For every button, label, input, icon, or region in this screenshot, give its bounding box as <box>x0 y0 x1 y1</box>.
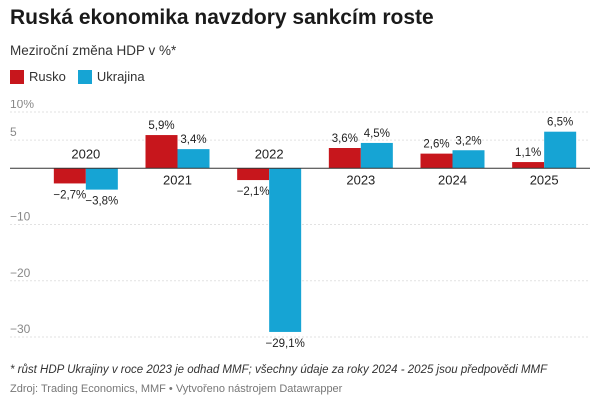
category-label: 2021 <box>163 172 192 187</box>
source-line: Zdroj: Trading Economics, MMF • Vytvořen… <box>10 383 343 395</box>
legend-label-ukrajina: Ukrajina <box>96 69 145 84</box>
bar-ukrajina-2020 <box>85 168 118 190</box>
y-tick-label: −30 <box>10 322 31 336</box>
category-label: 2025 <box>530 172 559 187</box>
data-label: 1,1% <box>515 147 541 159</box>
footnote: * růst HDP Ukrajiny v roce 2023 je odhad… <box>10 364 548 376</box>
data-label: 4,5% <box>364 128 390 140</box>
chart-subtitle: Meziroční změna HDP v %* <box>10 43 177 58</box>
legend: Rusko Ukrajina <box>10 69 157 84</box>
bar-rusko-2025 <box>512 162 545 169</box>
y-tick-label: −20 <box>10 266 31 280</box>
data-label: 2,6% <box>423 139 449 151</box>
data-label: −2,7% <box>53 189 86 201</box>
legend-swatch-rusko <box>10 69 24 84</box>
legend-label-rusko: Rusko <box>29 69 66 84</box>
bar-ukrajina-2023 <box>360 142 393 169</box>
bar-rusko-2020 <box>53 168 86 184</box>
bar-rusko-2022 <box>237 168 270 181</box>
category-label: 2023 <box>346 172 375 187</box>
data-label: 3,6% <box>332 133 358 145</box>
bar-rusko-2023 <box>328 148 361 169</box>
bar-chart: 10% 5 −10 −20 −30 −2,7%−3,8% 2020 5,9% 3,4% 2021 −… <box>10 100 590 350</box>
data-label: 3,4% <box>180 134 206 146</box>
chart-title: Ruská ekonomika navzdory sankcím roste <box>10 6 434 29</box>
category-label: 2020 <box>71 146 100 161</box>
data-label: −29,1% <box>266 338 305 350</box>
bar-ukrajina-2024 <box>452 150 485 169</box>
bar-rusko-2021 <box>145 135 178 169</box>
data-label: 3,2% <box>455 135 481 147</box>
bar-ukrajina-2021 <box>177 149 210 169</box>
data-label: 5,9% <box>148 120 174 132</box>
y-tick-label: 5 <box>10 125 17 139</box>
bar-ukrajina-2025 <box>544 131 577 169</box>
data-label: 6,5% <box>547 117 573 129</box>
bar-ukrajina-2022 <box>269 168 302 332</box>
data-label: −2,1% <box>237 186 270 198</box>
y-tick-label: −10 <box>10 210 31 224</box>
legend-item-ukrajina: Ukrajina <box>77 69 145 84</box>
category-label: 2022 <box>255 146 284 161</box>
bar-rusko-2024 <box>420 153 453 169</box>
legend-item-rusko: Rusko <box>10 69 66 84</box>
legend-swatch-ukrajina <box>77 69 92 84</box>
y-tick-label: 10% <box>10 100 34 111</box>
category-label: 2024 <box>438 172 467 187</box>
data-label: −3,8% <box>85 196 118 208</box>
